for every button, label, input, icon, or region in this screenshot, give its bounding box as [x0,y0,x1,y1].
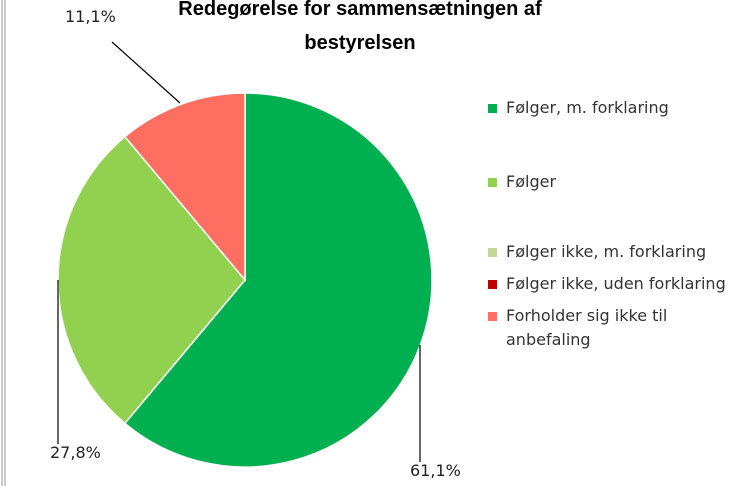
pie-slice [123,92,433,468]
data-label: 27,8% [50,443,101,462]
leader-line [111,41,181,104]
legend-label: Følger [506,172,557,191]
legend-item: Følger ikke, m. forklaring [488,240,728,264]
legend-swatch [488,178,497,187]
legend-item: Følger ikke, uden forklaring [488,272,728,296]
legend-swatch [488,104,497,113]
legend-label: Forholder sig ikke til anbefaling [506,306,668,349]
legend: Følger, m. forklaring Følger Følger ikke, … [488,96,728,352]
legend-swatch [488,280,497,289]
legend-swatch [488,248,497,257]
legend-item: Følger, m. forklaring [488,96,728,120]
legend-item: Følger [488,170,728,194]
pie-slice [123,92,246,283]
chart-title: Redegørelse for sammensætningen af besty… [178,0,542,54]
legend-swatch [488,312,497,321]
legend-item: Forholder sig ikke til anbefaling [488,304,728,352]
legend-label: Følger ikke, m. forklaring [506,242,707,261]
data-label: 61,1% [410,461,461,480]
data-label: 11,1% [65,7,116,26]
legend-label: Følger ikke, uden forklaring [506,274,726,293]
legend-label: Følger, m. forklaring [506,98,669,117]
